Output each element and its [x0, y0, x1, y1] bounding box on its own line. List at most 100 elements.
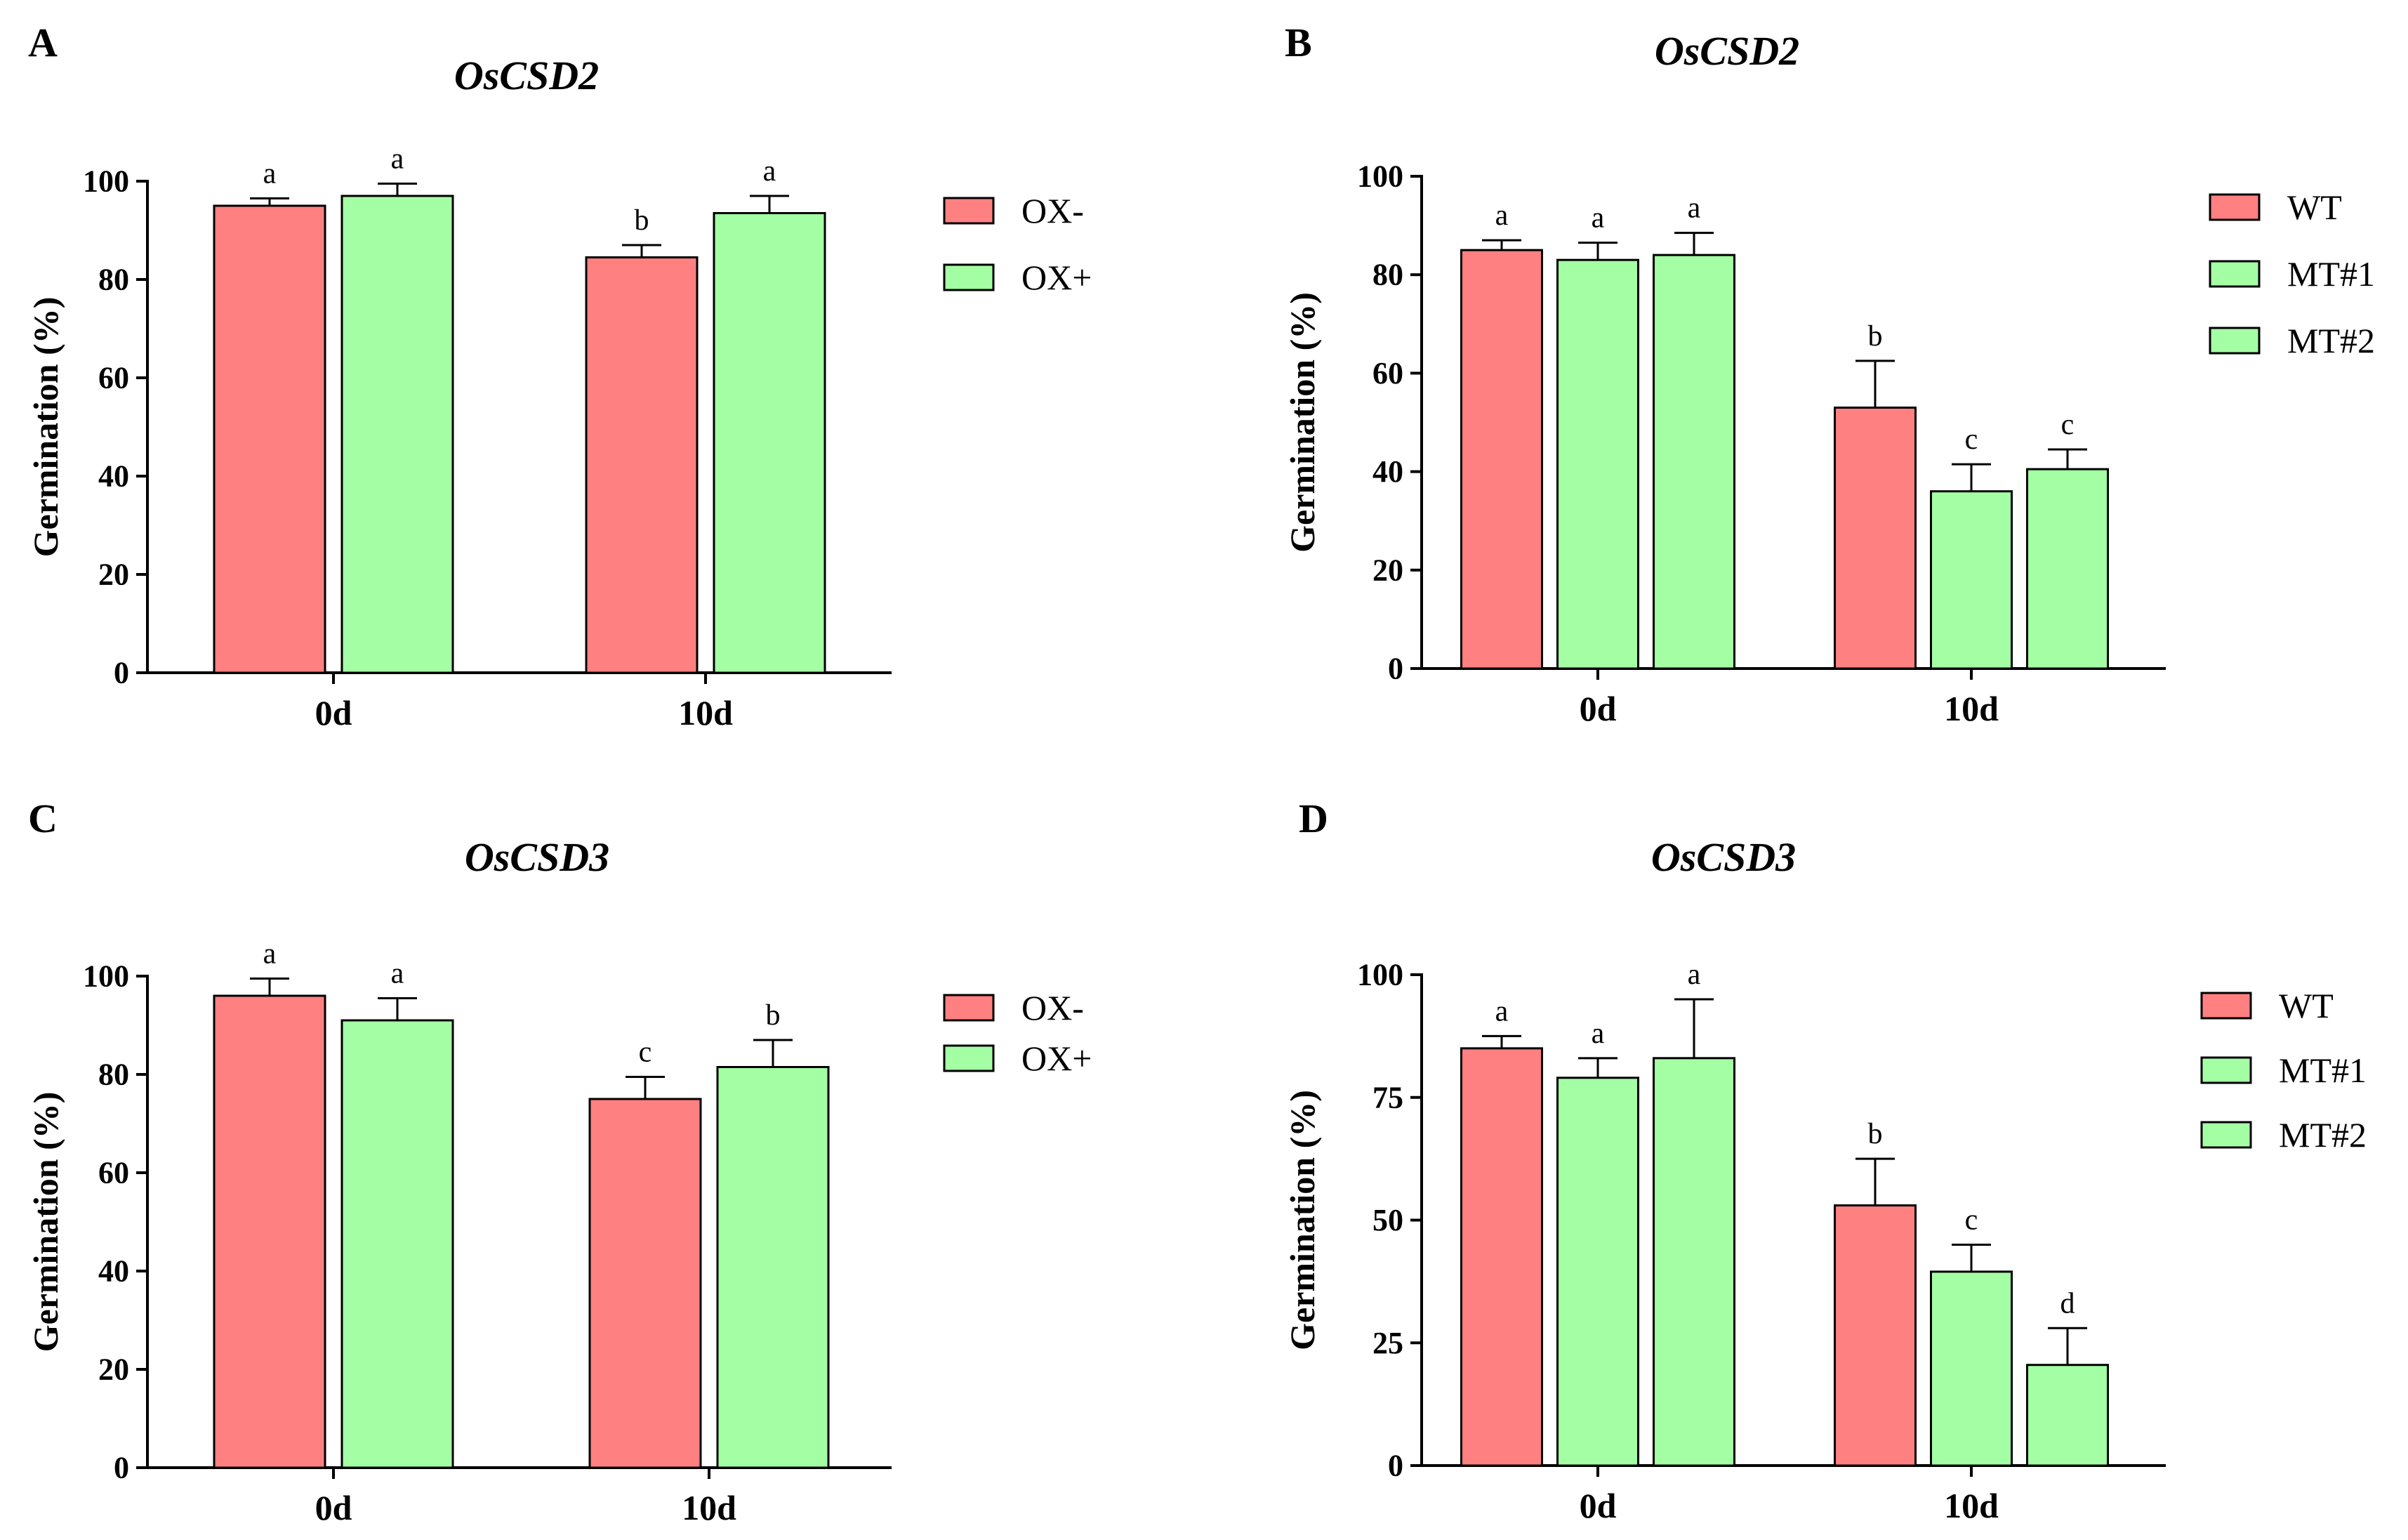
bar — [1460, 1047, 1543, 1467]
legend-label: OX- — [1021, 988, 1084, 1027]
significance-letter: c — [639, 1036, 652, 1069]
y-tick-label: 40 — [98, 459, 129, 494]
legend-swatch — [943, 1044, 995, 1072]
y-tick-label: 60 — [1372, 356, 1403, 390]
significance-letter: b — [635, 204, 649, 237]
legend-swatch — [2200, 1056, 2252, 1084]
chart-title: OsCSD3 — [465, 834, 609, 880]
y-tick-label: 80 — [1372, 258, 1403, 292]
significance-letter: a — [391, 958, 404, 990]
x-tick-label: 0d — [1580, 1486, 1617, 1525]
x-tick-label: 0d — [315, 1488, 352, 1527]
y-tick-label: 25 — [1372, 1326, 1403, 1360]
significance-letter: a — [1592, 1018, 1605, 1050]
legend-swatch — [2209, 327, 2261, 355]
significance-letter: c — [1965, 423, 1978, 456]
bar — [340, 1019, 454, 1469]
y-tick-label: 40 — [1372, 454, 1403, 489]
legend-label: MT#2 — [2279, 1115, 2367, 1154]
bar — [1460, 249, 1543, 670]
x-tick-label: 10d — [682, 1488, 736, 1527]
significance-letter: d — [2060, 1287, 2075, 1319]
legend-label: OX+ — [1021, 258, 1092, 297]
significance-letter: b — [1868, 320, 1883, 353]
significance-letter: a — [391, 143, 404, 176]
bar — [1556, 258, 1639, 670]
chart-panel-d: D OsCSD3 Germination (%) 0 25 50 75 100 0d a a a 10d… — [1283, 796, 2367, 1525]
x-tick-label: 0d — [315, 693, 352, 732]
significance-letter: a — [1495, 199, 1509, 232]
y-tick-label: 50 — [1372, 1203, 1403, 1237]
chart-panel-b: B OsCSD2 Germination (%) 0 20 40 60 80 100 0d a a a 1… — [1283, 20, 2375, 728]
significance-letter: a — [1592, 202, 1605, 235]
legend-label: OX+ — [1021, 1039, 1092, 1078]
significance-letter: a — [1688, 959, 1701, 991]
bar — [1930, 490, 2013, 670]
y-tick-label: 0 — [114, 1451, 129, 1485]
y-tick-label: 60 — [98, 1156, 129, 1190]
x-tick-label: 10d — [1944, 1486, 1999, 1525]
panel-letter: D — [1299, 796, 1328, 841]
bar — [1930, 1270, 2013, 1467]
bar — [2026, 1364, 2109, 1467]
legend-swatch — [943, 994, 995, 1022]
y-tick-label: 100 — [83, 164, 129, 199]
legend-label: MT#2 — [2287, 321, 2375, 360]
y-tick-label: 40 — [98, 1254, 129, 1289]
y-tick-label: 75 — [1372, 1080, 1403, 1114]
legend-swatch — [943, 263, 995, 291]
legend-label: OX- — [1021, 191, 1084, 230]
bar — [213, 994, 326, 1469]
significance-letter: b — [1868, 1118, 1883, 1150]
significance-letter: a — [1495, 995, 1509, 1027]
chart-title: OsCSD2 — [454, 53, 599, 98]
legend-swatch — [2209, 260, 2261, 288]
significance-letter: a — [763, 155, 776, 187]
y-tick-label: 80 — [98, 263, 129, 297]
chart-panel-a: A OsCSD2 Germination (%) 0 20 40 60 80 100 0d a a 10… — [26, 20, 1092, 732]
x-tick-label: 0d — [1580, 689, 1617, 728]
legend-label: WT — [2287, 187, 2342, 227]
legend-label: MT#1 — [2287, 254, 2375, 294]
x-tick-label: 10d — [1944, 689, 1999, 728]
y-tick-label: 100 — [83, 959, 129, 994]
significance-letter: c — [2061, 409, 2075, 441]
bar — [1653, 254, 1735, 670]
bar — [588, 1098, 702, 1469]
y-tick-label: 80 — [98, 1058, 129, 1092]
bar — [1834, 1204, 1917, 1467]
y-tick-label: 20 — [98, 558, 129, 592]
bar — [340, 195, 454, 674]
y-tick-label: 0 — [1388, 652, 1403, 686]
y-tick-label: 60 — [98, 361, 129, 395]
legend-swatch — [2200, 1121, 2252, 1149]
y-tick-label: 100 — [1357, 159, 1403, 194]
chart-title: OsCSD3 — [1651, 834, 1796, 880]
bar — [716, 1066, 830, 1469]
legend-swatch — [943, 197, 995, 225]
significance-letter: a — [263, 938, 277, 970]
significance-letter: a — [1688, 192, 1701, 225]
legend-swatch — [2209, 193, 2261, 221]
y-tick-label: 0 — [114, 656, 129, 690]
panel-letter: B — [1285, 20, 1312, 65]
bar — [585, 256, 699, 674]
chart-title: OsCSD2 — [1655, 28, 1799, 74]
panel-letter: C — [28, 796, 58, 841]
y-axis-label: Germination (%) — [26, 297, 65, 558]
panel-letter: A — [28, 20, 58, 65]
legend-label: MT#1 — [2279, 1051, 2367, 1090]
y-tick-label: 100 — [1357, 958, 1403, 992]
bar — [2026, 468, 2109, 670]
significance-letter: a — [263, 158, 277, 190]
y-axis-label: Germination (%) — [26, 1092, 65, 1353]
legend-swatch — [2200, 992, 2252, 1020]
chart-panel-c: C OsCSD3 Germination (%) 0 20 40 60 80 100 0d a a 10… — [26, 796, 1092, 1527]
y-tick-label: 20 — [1372, 553, 1403, 587]
legend-label: WT — [2279, 986, 2334, 1025]
y-tick-label: 20 — [98, 1353, 129, 1387]
y-tick-label: 0 — [1388, 1449, 1403, 1483]
bar — [1653, 1057, 1735, 1467]
bar — [1834, 406, 1917, 670]
